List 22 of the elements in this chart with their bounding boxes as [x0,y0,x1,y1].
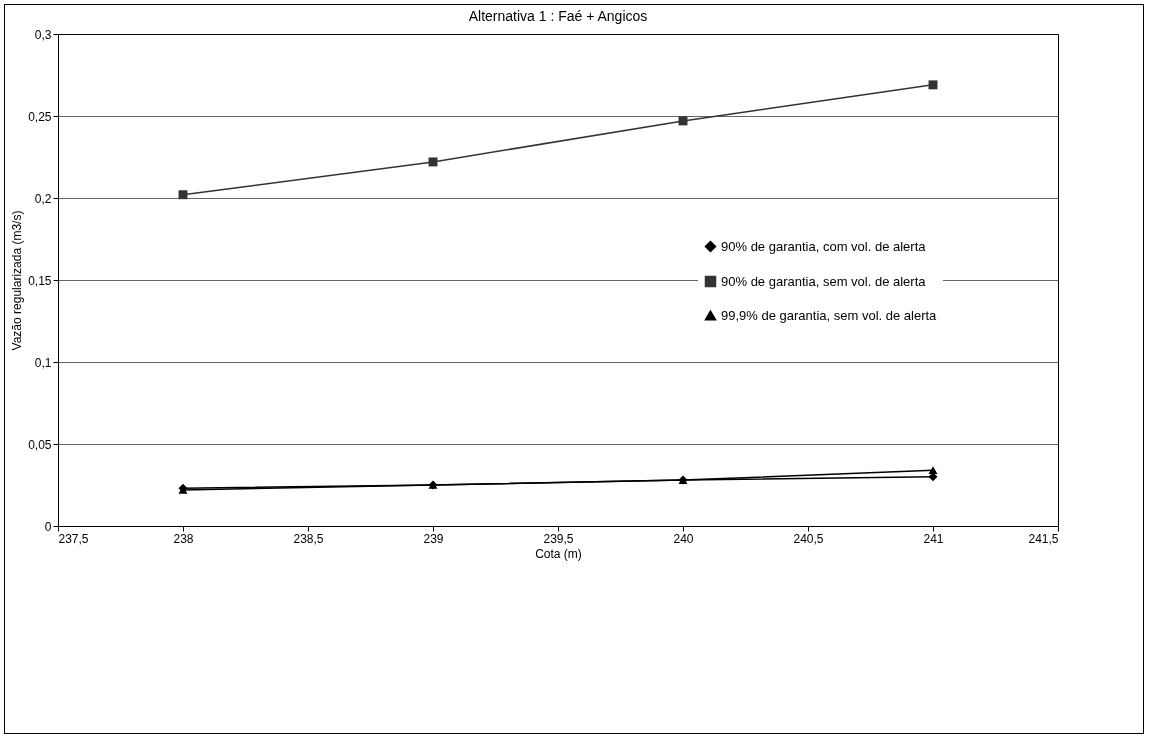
y-tick-label: 0,15 [28,273,52,288]
x-tick-label: 238,5 [293,531,324,546]
y-tick-label: 0,2 [34,191,52,206]
legend-label: 99,9% de garantia, sem vol. de alerta [721,307,938,323]
y-tick-label: 0 [44,519,52,534]
y-axis-title: Vazão regularizada (m3/s) [10,210,25,351]
x-axis-title: Cota (m) [535,546,582,561]
x-tick-label: 240,5 [793,531,824,546]
x-tick-label: 241,5 [1028,531,1059,546]
x-tick-label: 238 [173,531,194,546]
legend-label: 90% de garantia, sem vol. de alerta [721,273,927,289]
y-tick-label: 0,25 [28,109,52,124]
x-tick-label: 239 [423,531,444,546]
y-tick-label: 0,3 [34,27,52,42]
legend-label: 90% de garantia, com vol. de alerta [721,238,927,254]
x-tick-label: 241 [923,531,944,546]
y-tick-label: 0,05 [28,437,52,452]
x-tick-label: 240 [673,531,694,546]
x-tick-label: 239,5 [543,531,574,546]
x-tick-label: 237,5 [58,531,89,546]
y-tick-label: 0,1 [34,355,52,370]
chart-title: Alternativa 1 : Faé + Angicos [468,8,648,24]
